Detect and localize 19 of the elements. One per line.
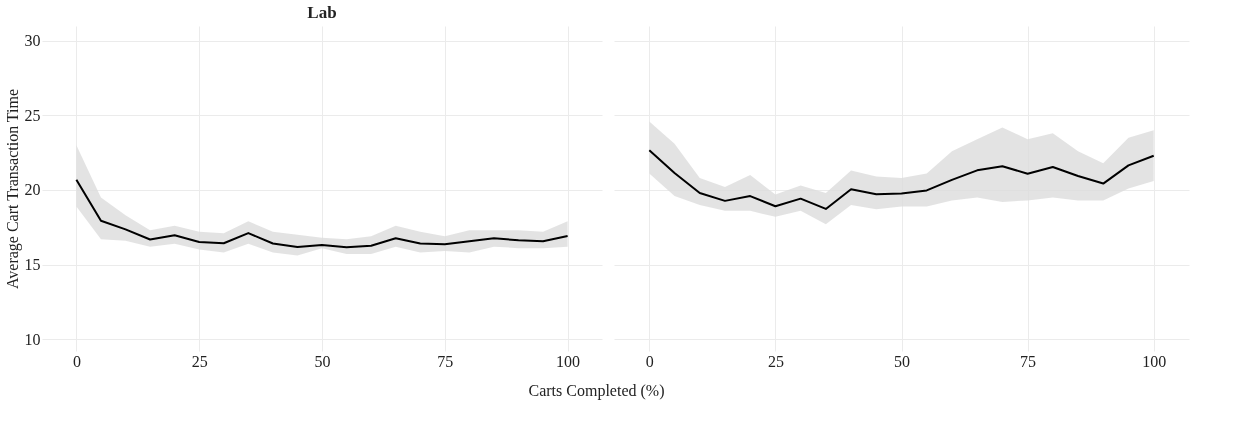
y-axis-title: Average Cart Transaction Time — [3, 88, 22, 290]
x-tick-label: 25 — [767, 352, 784, 370]
chart-title: Lab — [307, 3, 337, 22]
x-axis-title: Carts Completed (%) — [528, 382, 665, 400]
x-tick-label: 25 — [191, 352, 208, 370]
line-series — [75, 178, 569, 249]
x-tick-label: 75 — [437, 352, 454, 370]
x-tick-label: 100 — [556, 352, 581, 370]
x-tick-label: 75 — [1020, 352, 1037, 370]
y-tick-label: 15 — [24, 256, 41, 274]
x-tick-label: 0 — [645, 352, 654, 370]
x-tick-label: 50 — [314, 352, 331, 370]
x-tick-label: 100 — [1142, 352, 1167, 370]
x-tick-label: 0 — [72, 352, 81, 370]
y-tick-label: 30 — [24, 32, 41, 50]
y-tick-label: 10 — [24, 330, 41, 348]
y-tick-label: 25 — [24, 106, 41, 124]
x-tick-label: 50 — [894, 352, 910, 370]
y-tick-label: 20 — [24, 181, 41, 199]
